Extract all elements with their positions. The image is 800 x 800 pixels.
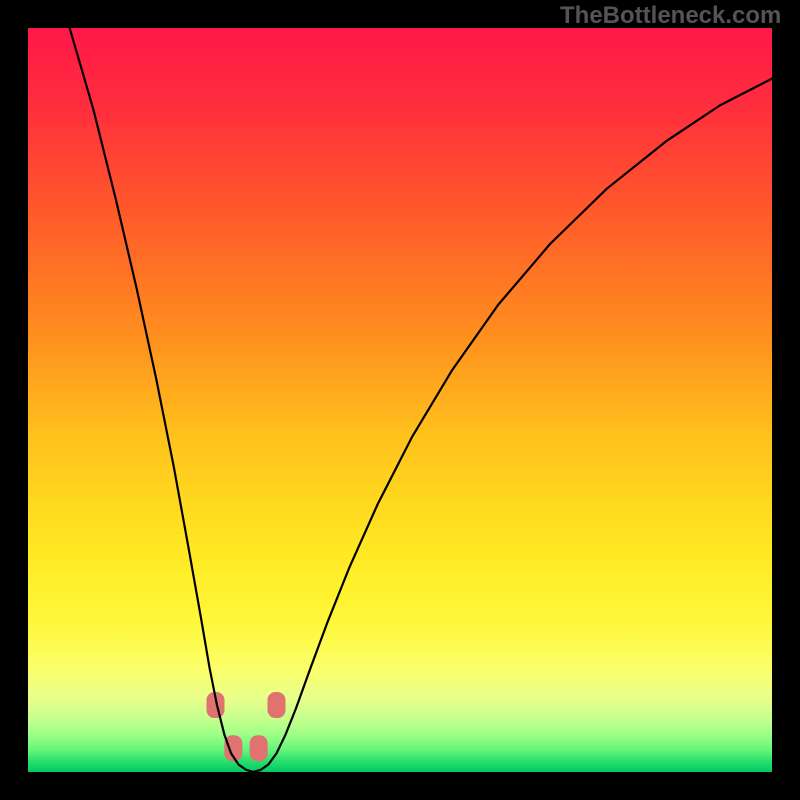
watermark-text: TheBottleneck.com bbox=[560, 2, 781, 30]
plot-area bbox=[28, 28, 772, 772]
figure-root: TheBottleneck.com bbox=[0, 0, 800, 800]
